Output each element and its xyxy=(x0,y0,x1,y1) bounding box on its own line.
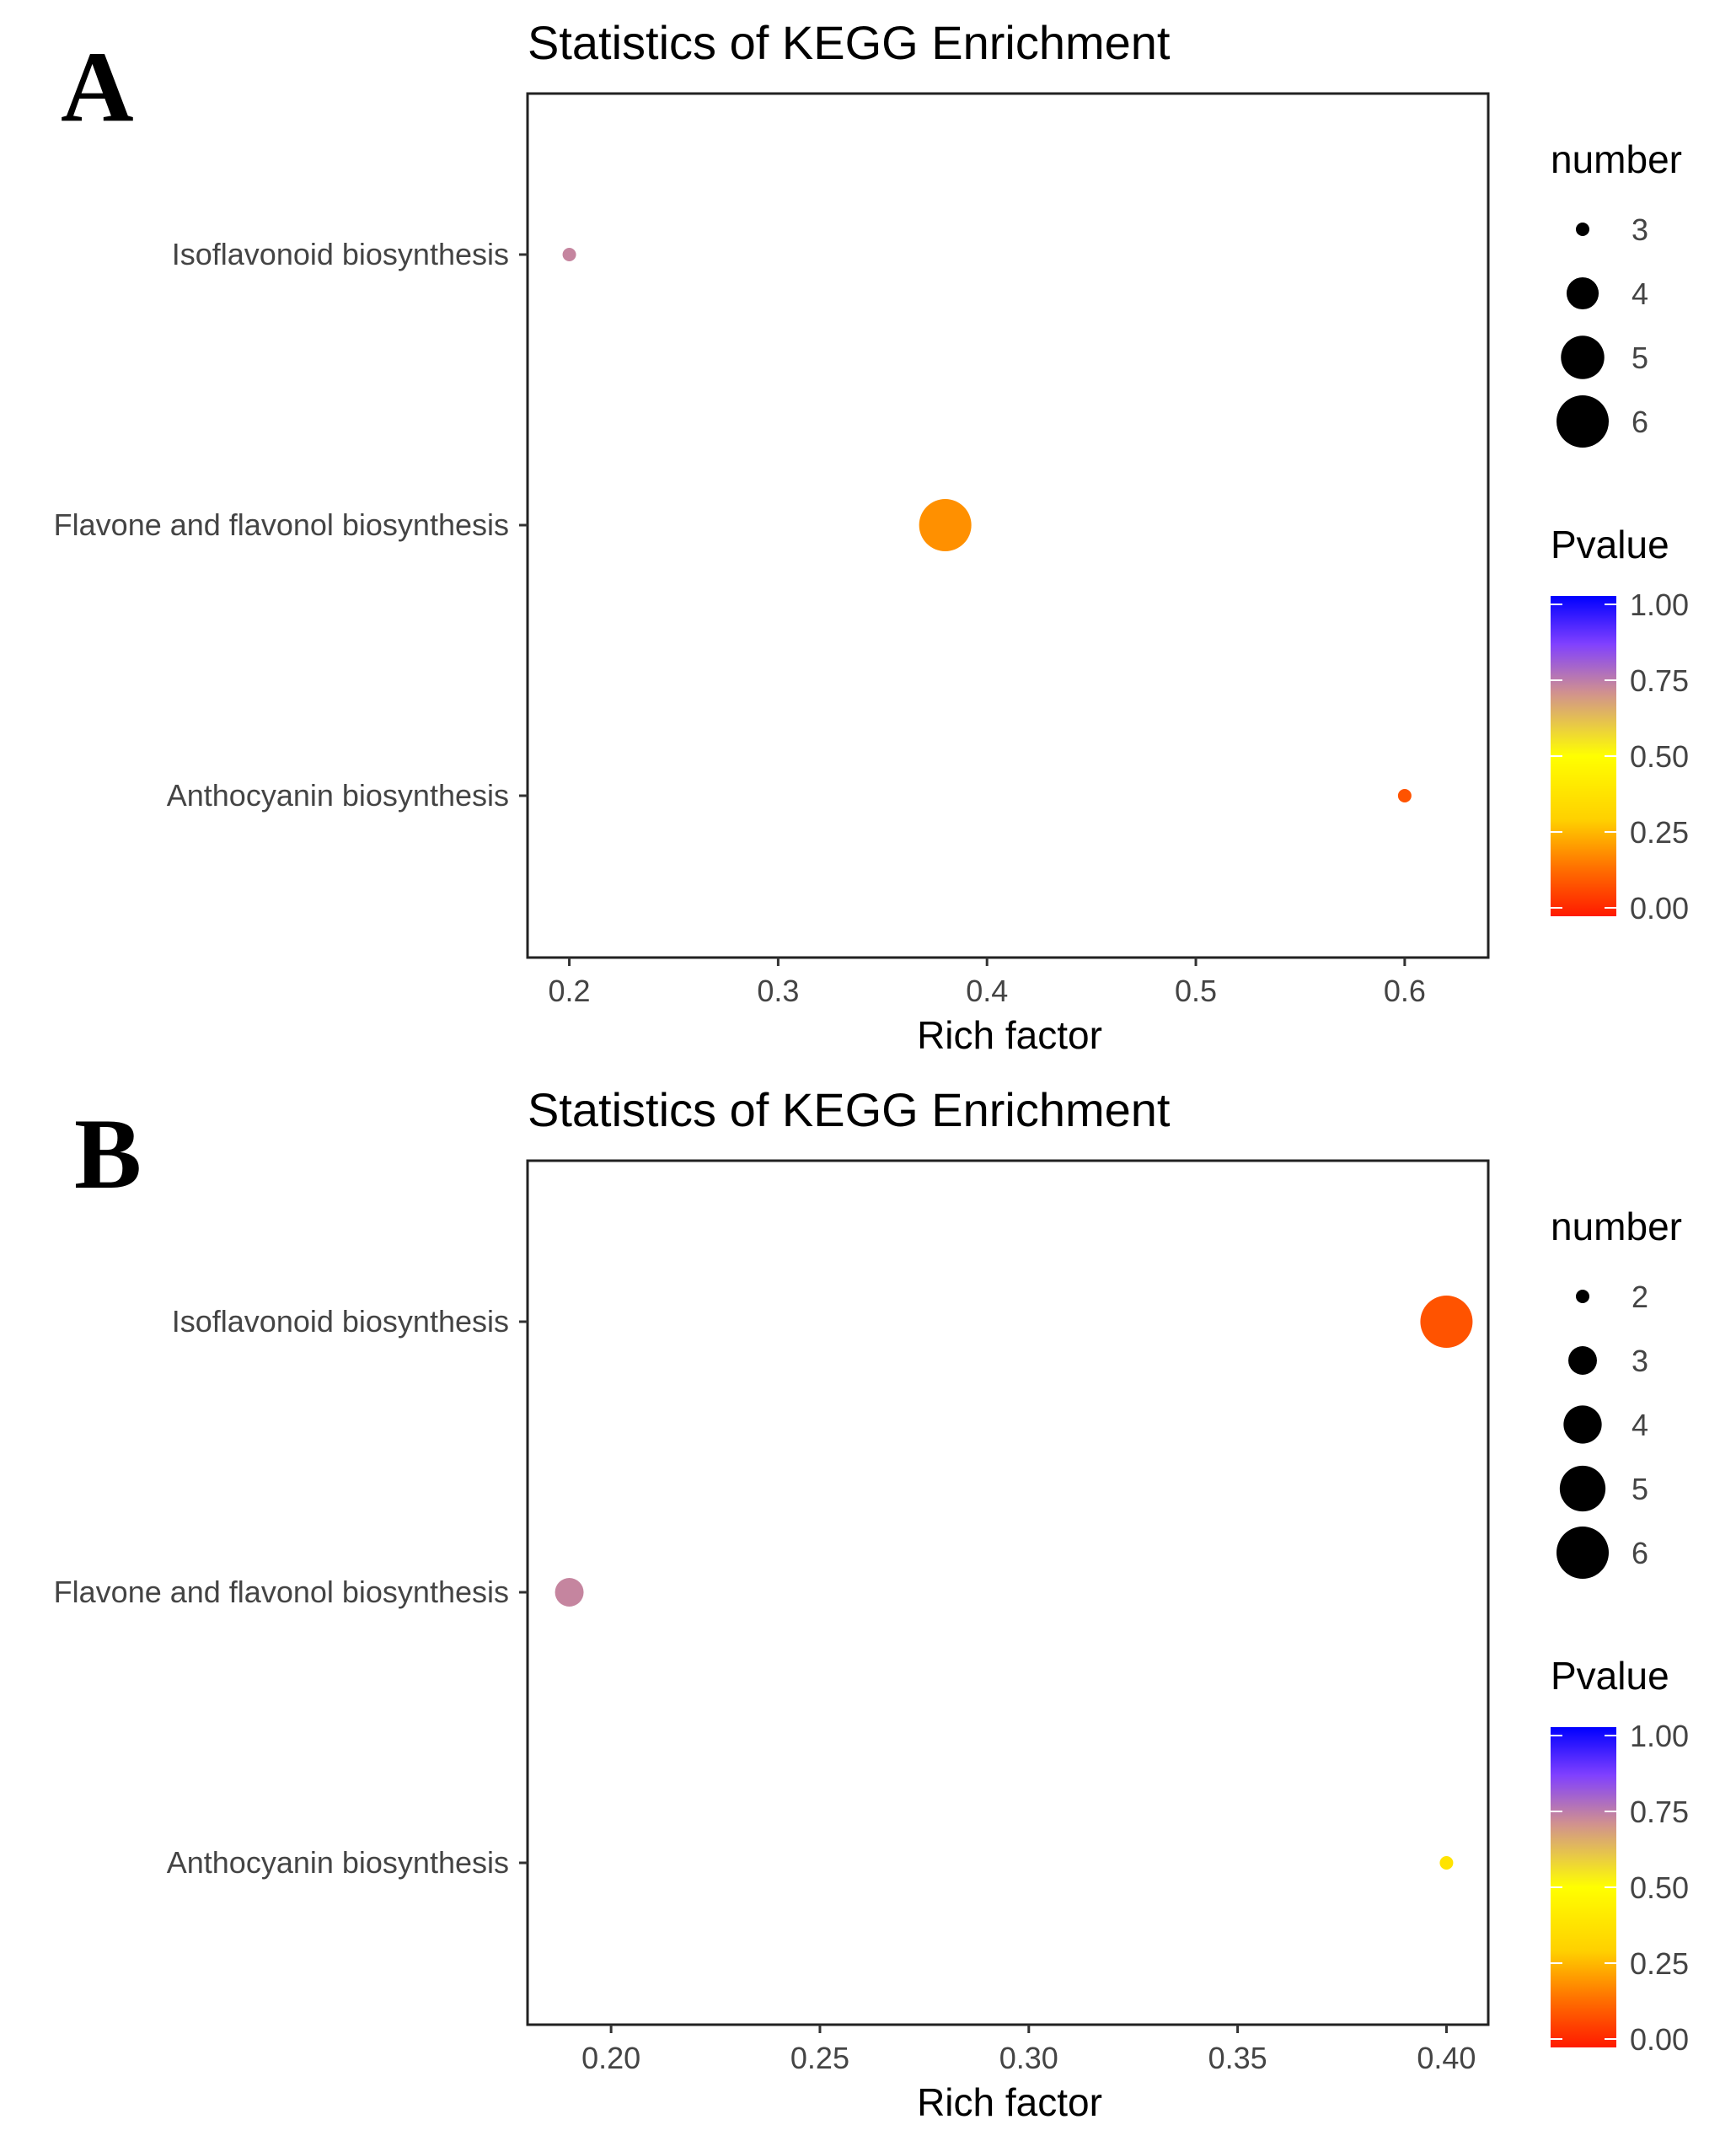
data-point xyxy=(555,1578,584,1607)
color-legend-label: 0.00 xyxy=(1630,2022,1689,2057)
color-legend-label: 0.25 xyxy=(1630,815,1689,850)
x-axis-label: Rich factor xyxy=(917,1013,1102,1057)
size-legend-label: 6 xyxy=(1632,1536,1648,1570)
color-legend-label: 0.50 xyxy=(1630,739,1689,774)
x-tick-label: 0.35 xyxy=(1208,2041,1267,2075)
color-legend-label: 0.00 xyxy=(1630,891,1689,926)
size-legend-label: 2 xyxy=(1632,1280,1648,1314)
size-legend-key xyxy=(1557,1527,1609,1579)
size-legend-key xyxy=(1563,1405,1602,1444)
y-tick-label: Flavone and flavonol biosynthesis xyxy=(54,507,509,542)
x-tick-label: 0.2 xyxy=(549,974,591,1008)
data-point xyxy=(1397,789,1412,802)
data-point xyxy=(562,248,576,261)
x-axis-label: Rich factor xyxy=(917,2080,1102,2124)
color-legend-label: 1.00 xyxy=(1630,1719,1689,1753)
y-tick-label: Isoflavonoid biosynthesis xyxy=(172,1304,509,1339)
x-tick-label: 0.25 xyxy=(790,2041,849,2075)
panel-letter: B xyxy=(74,1097,142,1210)
size-legend-title: number xyxy=(1551,137,1682,181)
x-tick-label: 0.20 xyxy=(581,2041,640,2075)
data-point xyxy=(1420,1296,1473,1348)
size-legend-title: number xyxy=(1551,1205,1682,1248)
size-legend-label: 4 xyxy=(1632,276,1648,311)
size-legend-key xyxy=(1576,223,1589,236)
data-point xyxy=(1439,1856,1454,1870)
color-legend-title: Pvalue xyxy=(1551,523,1669,566)
size-legend-key xyxy=(1566,276,1599,310)
x-tick-label: 0.4 xyxy=(966,974,1008,1008)
size-legend-key xyxy=(1561,335,1605,379)
size-legend-label: 6 xyxy=(1632,405,1648,439)
data-point xyxy=(919,499,972,551)
size-legend-key xyxy=(1568,1346,1597,1375)
plot-frame xyxy=(526,92,1490,959)
plot-frame xyxy=(526,1159,1490,2026)
x-tick-label: 0.5 xyxy=(1175,974,1217,1008)
size-legend-label: 5 xyxy=(1632,341,1648,375)
panel-letter: A xyxy=(61,30,134,142)
chart-title: Statistics of KEGG Enrichment xyxy=(528,16,1171,69)
x-tick-label: 0.6 xyxy=(1384,974,1426,1008)
y-tick-label: Anthocyanin biosynthesis xyxy=(167,1845,509,1880)
size-legend-key xyxy=(1559,1465,1606,1512)
size-legend-label: 5 xyxy=(1632,1472,1648,1506)
color-legend-label: 0.75 xyxy=(1630,663,1689,698)
color-legend-label: 0.75 xyxy=(1630,1795,1689,1829)
chart-panel-a: A Statistics of KEGG Enrichment Isoflavono… xyxy=(54,16,1689,1057)
x-tick-label: 0.3 xyxy=(757,974,799,1008)
size-legend-label: 4 xyxy=(1632,1408,1648,1442)
color-legend-label: 0.25 xyxy=(1630,1946,1689,1981)
y-tick-label: Flavone and flavonol biosynthesis xyxy=(54,1575,509,1609)
chart-panel-b: B Statistics of KEGG Enrichment Isoflavono… xyxy=(54,1083,1689,2124)
size-legend-key xyxy=(1576,1290,1589,1303)
size-legend-label: 3 xyxy=(1632,212,1648,247)
x-tick-label: 0.40 xyxy=(1417,2041,1476,2075)
color-legend-title: Pvalue xyxy=(1551,1654,1669,1698)
size-legend-label: 3 xyxy=(1632,1344,1648,1378)
size-legend-key xyxy=(1557,395,1609,448)
y-tick-label: Anthocyanin biosynthesis xyxy=(167,778,509,813)
color-legend-label: 0.50 xyxy=(1630,1870,1689,1905)
chart-title: Statistics of KEGG Enrichment xyxy=(528,1083,1171,1136)
x-tick-label: 0.30 xyxy=(999,2041,1058,2075)
y-tick-label: Isoflavonoid biosynthesis xyxy=(172,237,509,271)
color-legend-label: 1.00 xyxy=(1630,588,1689,622)
